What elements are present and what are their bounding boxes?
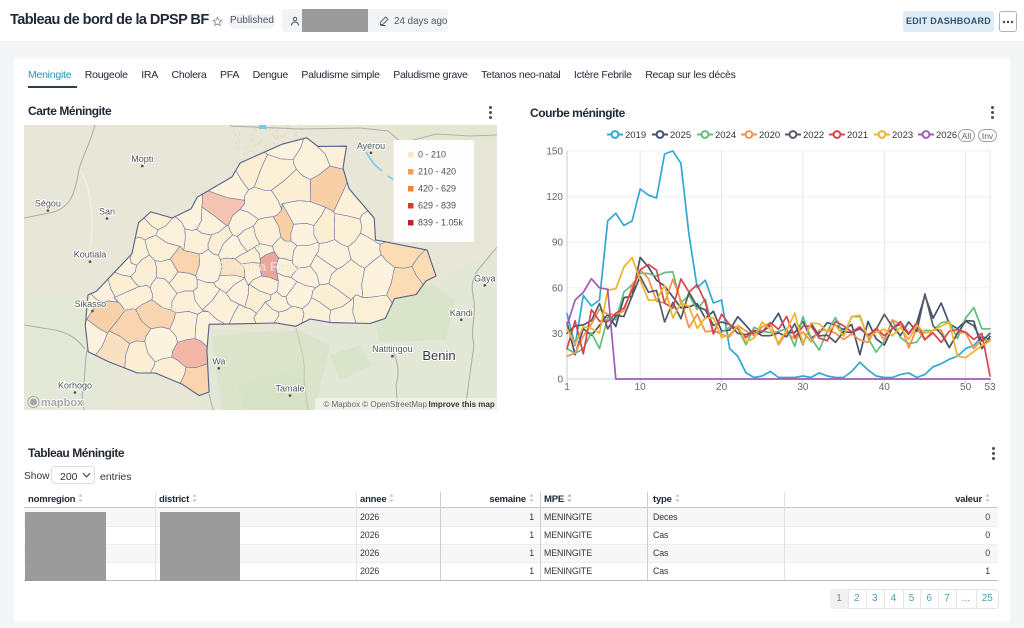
svg-text:Mopti: Mopti bbox=[131, 154, 153, 164]
svg-text:30: 30 bbox=[552, 329, 564, 340]
svg-text:Gaya: Gaya bbox=[474, 273, 496, 283]
svg-text:40: 40 bbox=[879, 382, 891, 393]
svg-text:60: 60 bbox=[552, 283, 564, 294]
svg-text:Korhogo: Korhogo bbox=[58, 381, 92, 391]
svg-text:Tamale: Tamale bbox=[275, 384, 304, 394]
svg-text:Wa: Wa bbox=[212, 356, 225, 366]
svg-text:Natitingou: Natitingou bbox=[372, 344, 413, 354]
svg-text:0 - 210: 0 - 210 bbox=[418, 150, 446, 160]
svg-text:Bobo-Dioulasso: Bobo-Dioulasso bbox=[106, 305, 177, 316]
svg-text:Kandi: Kandi bbox=[450, 308, 473, 318]
svg-text:Improve this map: Improve this map bbox=[429, 400, 495, 409]
svg-text:839 - 1.05k: 839 - 1.05k bbox=[418, 218, 464, 228]
svg-text:90: 90 bbox=[552, 238, 564, 249]
svg-text:San: San bbox=[99, 207, 115, 217]
svg-text:Sikasso: Sikasso bbox=[75, 299, 107, 309]
svg-text:10: 10 bbox=[635, 382, 647, 393]
svg-text:210 - 420: 210 - 420 bbox=[418, 167, 456, 177]
svg-text:Ségou: Ségou bbox=[35, 199, 61, 209]
svg-text:Koutiala: Koutiala bbox=[74, 250, 107, 260]
svg-text:53: 53 bbox=[984, 382, 996, 393]
svg-text:420 - 629: 420 - 629 bbox=[418, 184, 456, 194]
svg-text:30: 30 bbox=[797, 382, 809, 393]
svg-text:629 - 839: 629 - 839 bbox=[418, 201, 456, 211]
svg-text:© Mapbox © OpenStreetMap: © Mapbox © OpenStreetMap bbox=[324, 400, 428, 409]
svg-text:mapbox: mapbox bbox=[41, 397, 84, 409]
svg-text:0: 0 bbox=[557, 375, 563, 386]
svg-text:150: 150 bbox=[546, 147, 563, 158]
svg-text:50: 50 bbox=[960, 382, 972, 393]
svg-text:Burkina Faso: Burkina Faso bbox=[218, 259, 300, 274]
svg-text:Benin: Benin bbox=[422, 348, 455, 363]
svg-text:20: 20 bbox=[716, 382, 728, 393]
svg-text:1: 1 bbox=[564, 382, 570, 393]
svg-text:Ayérou: Ayérou bbox=[357, 141, 385, 151]
svg-text:120: 120 bbox=[546, 192, 563, 203]
